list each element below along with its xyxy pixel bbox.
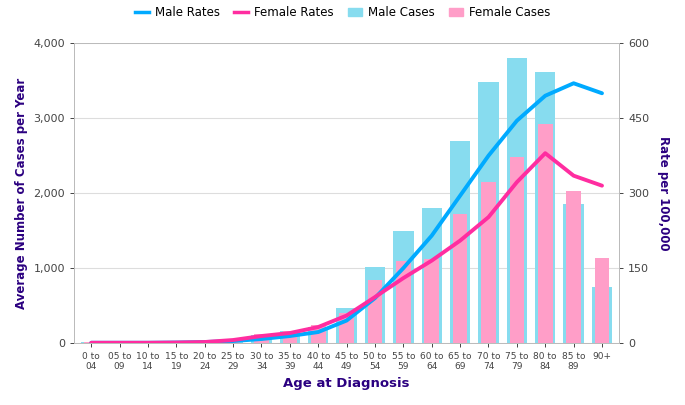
- Bar: [368, 280, 382, 343]
- Female Rates: [569, 173, 577, 178]
- Bar: [166, 342, 186, 343]
- Female Rates: [87, 340, 95, 345]
- Bar: [311, 325, 325, 343]
- Female Rates: [513, 180, 521, 185]
- X-axis label: Age at Diagnosis: Age at Diagnosis: [284, 377, 410, 390]
- Bar: [138, 342, 158, 343]
- Bar: [169, 342, 184, 343]
- Bar: [254, 334, 269, 343]
- Male Rates: [541, 93, 549, 98]
- Bar: [510, 157, 524, 343]
- Line: Male Rates: Male Rates: [91, 83, 602, 343]
- Female Rates: [314, 324, 323, 329]
- Female Rates: [172, 340, 180, 345]
- Male Rates: [456, 193, 464, 198]
- Female Rates: [258, 334, 266, 339]
- Bar: [282, 330, 297, 343]
- Bar: [339, 313, 354, 343]
- Female Rates: [427, 258, 436, 263]
- Bar: [538, 124, 553, 343]
- Bar: [226, 339, 240, 343]
- Bar: [336, 308, 357, 343]
- Female Rates: [286, 330, 294, 335]
- Bar: [507, 58, 527, 343]
- Male Rates: [427, 233, 436, 238]
- Bar: [81, 342, 101, 343]
- Male Rates: [229, 339, 237, 343]
- Bar: [223, 340, 243, 343]
- Bar: [563, 204, 584, 343]
- Male Rates: [144, 340, 152, 345]
- Male Rates: [569, 81, 577, 86]
- Male Rates: [484, 153, 493, 158]
- Female Rates: [201, 339, 209, 344]
- Bar: [566, 191, 581, 343]
- Female Rates: [541, 151, 549, 156]
- Bar: [279, 330, 300, 343]
- Bar: [481, 182, 496, 343]
- Y-axis label: Average Number of Cases per Year: Average Number of Cases per Year: [15, 77, 28, 309]
- Bar: [450, 141, 471, 343]
- Bar: [595, 258, 610, 343]
- Male Rates: [314, 330, 323, 335]
- Female Rates: [342, 313, 351, 318]
- Male Rates: [513, 118, 521, 123]
- Line: Female Rates: Female Rates: [91, 153, 602, 343]
- Female Rates: [484, 215, 493, 220]
- Male Rates: [116, 340, 124, 345]
- Female Rates: [598, 183, 606, 188]
- Bar: [140, 342, 155, 343]
- Male Rates: [399, 266, 408, 271]
- Bar: [251, 335, 272, 343]
- Male Rates: [598, 91, 606, 96]
- Female Rates: [144, 340, 152, 345]
- Male Rates: [172, 340, 180, 345]
- Female Rates: [456, 238, 464, 243]
- Male Rates: [371, 296, 379, 301]
- Male Rates: [201, 339, 209, 344]
- Bar: [592, 287, 612, 343]
- Male Rates: [286, 334, 294, 339]
- Male Rates: [87, 340, 95, 345]
- Male Rates: [258, 337, 266, 341]
- Bar: [112, 342, 127, 343]
- Legend: Male Rates, Female Rates, Male Cases, Female Cases: Male Rates, Female Rates, Male Cases, Fe…: [135, 6, 550, 19]
- Bar: [393, 230, 414, 343]
- Bar: [195, 342, 215, 343]
- Female Rates: [371, 294, 379, 299]
- Bar: [84, 342, 99, 343]
- Bar: [365, 266, 385, 343]
- Bar: [425, 259, 439, 343]
- Female Rates: [399, 276, 408, 281]
- Bar: [110, 342, 130, 343]
- Bar: [421, 208, 442, 343]
- Bar: [197, 341, 212, 343]
- Female Rates: [116, 340, 124, 345]
- Bar: [478, 82, 499, 343]
- Bar: [396, 260, 411, 343]
- Bar: [535, 72, 556, 343]
- Y-axis label: Rate per 100,000: Rate per 100,000: [657, 136, 670, 250]
- Bar: [308, 326, 328, 343]
- Bar: [453, 214, 467, 343]
- Male Rates: [342, 318, 351, 323]
- Female Rates: [229, 338, 237, 343]
